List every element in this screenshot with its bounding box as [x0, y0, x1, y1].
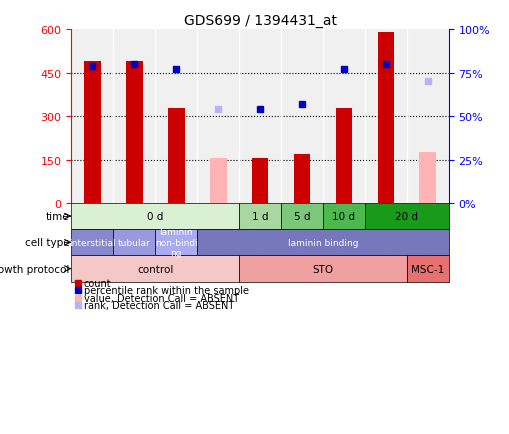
Text: 10 d: 10 d	[332, 211, 355, 221]
Bar	[335, 108, 352, 204]
Bar	[126, 62, 143, 204]
Text: 5 d: 5 d	[293, 211, 309, 221]
FancyBboxPatch shape	[406, 256, 448, 282]
Text: control: control	[137, 264, 173, 274]
FancyBboxPatch shape	[239, 204, 280, 230]
FancyBboxPatch shape	[364, 204, 448, 230]
FancyBboxPatch shape	[239, 256, 406, 282]
Text: MSC-1: MSC-1	[410, 264, 443, 274]
Text: STO: STO	[312, 264, 333, 274]
Bar	[293, 155, 310, 204]
Text: growth protocol: growth protocol	[0, 264, 69, 274]
Text: percentile rank within the sample: percentile rank within the sample	[84, 286, 248, 296]
FancyBboxPatch shape	[322, 204, 364, 230]
FancyBboxPatch shape	[71, 256, 239, 282]
FancyBboxPatch shape	[71, 230, 113, 256]
Text: rank, Detection Call = ABSENT: rank, Detection Call = ABSENT	[84, 300, 234, 310]
Text: time: time	[46, 211, 69, 221]
FancyBboxPatch shape	[113, 230, 155, 256]
FancyBboxPatch shape	[155, 230, 197, 256]
Text: count: count	[84, 279, 111, 289]
Text: 0 d: 0 d	[147, 211, 163, 221]
Text: 1 d: 1 d	[251, 211, 268, 221]
Title: GDS699 / 1394431_at: GDS699 / 1394431_at	[183, 14, 336, 28]
Bar	[167, 108, 184, 204]
Bar	[251, 159, 268, 204]
Text: laminin
non-bindi
ng: laminin non-bindi ng	[155, 228, 197, 258]
Text: laminin binding: laminin binding	[287, 238, 357, 247]
FancyBboxPatch shape	[197, 230, 448, 256]
Text: 20 d: 20 d	[394, 211, 417, 221]
Text: value, Detection Call = ABSENT: value, Detection Call = ABSENT	[84, 293, 239, 303]
Bar	[418, 153, 435, 204]
FancyBboxPatch shape	[280, 204, 322, 230]
Bar	[84, 62, 101, 204]
Text: cell type: cell type	[24, 238, 69, 248]
FancyBboxPatch shape	[71, 204, 239, 230]
Bar	[377, 33, 393, 204]
Text: tubular: tubular	[118, 238, 150, 247]
Text: interstitial: interstitial	[69, 238, 116, 247]
Bar	[209, 159, 226, 204]
